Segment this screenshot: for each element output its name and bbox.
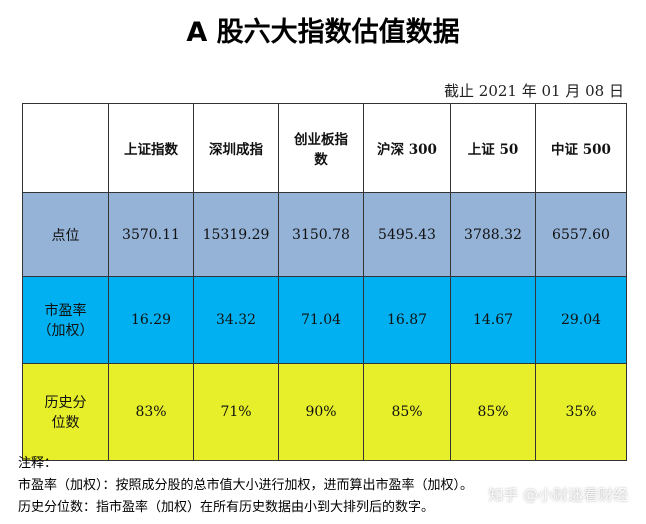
row-label: 历史分 位数 — [22, 363, 109, 461]
column-header: 上证 50 — [450, 103, 536, 193]
data-row: 点位 3570.11 15319.29 3150.78 5495.43 3788.32 65… — [22, 192, 627, 277]
cell: 16.29 — [108, 276, 194, 364]
header-row: 上证指数 深圳成指 创业板指 数沪深 300 上证 50 中证 500 — [22, 103, 627, 193]
column-header: 创业板指 数 — [278, 103, 364, 193]
cell: 5495.43 — [363, 192, 451, 277]
cell: 71.04 — [278, 276, 364, 364]
cell: 29.04 — [535, 276, 627, 364]
cell: 85% — [450, 363, 536, 461]
cell: 85% — [363, 363, 451, 461]
cell: 14.67 — [450, 276, 536, 364]
cell: 35% — [535, 363, 627, 461]
row-label: 点位 — [22, 192, 109, 277]
column-header: 中证 500 — [535, 103, 627, 193]
data-row: 历史分 位数 83% 71% 90% 85% 85% 35% — [22, 363, 627, 461]
cell: 3788.32 — [450, 192, 536, 277]
note-line: 市盈率（加权）：按照成分股的总市值大小进行加权，进而算出市盈率（加权）。 — [18, 478, 474, 493]
column-header: 沪深 300 — [363, 103, 451, 193]
watermark: 知乎 @小财迷看财经 — [488, 486, 628, 504]
date: 截止 2021 年 01 月 08 日 — [444, 82, 624, 100]
notes-heading: 注释： — [18, 456, 58, 471]
row-label: 市盈率 （加权） — [22, 276, 109, 364]
cell: 3150.78 — [278, 192, 364, 277]
cell: 6557.60 — [535, 192, 627, 277]
cell: 71% — [193, 363, 279, 461]
cell: 90% — [278, 363, 364, 461]
cell: 16.87 — [363, 276, 451, 364]
title: A 股六大指数估值数据 — [186, 17, 460, 48]
cell: 15319.29 — [193, 192, 279, 277]
column-header: 上证指数 — [108, 103, 194, 193]
cell: 34.32 — [193, 276, 279, 364]
note-line: 历史分位数：指市盈率（加权）在所有历史数据由小到大排列后的数字。 — [18, 500, 435, 515]
cell: 83% — [108, 363, 194, 461]
valuation-table: 上证指数 深圳成指 创业板指 数沪深 300 上证 50 中证 500 点位 3570.11… — [22, 103, 627, 461]
data-row: 市盈率 （加权） 16.29 34.32 71.04 16.87 14.67 29.04 — [22, 276, 627, 364]
column-header: 深圳成指 — [193, 103, 279, 193]
cell: 3570.11 — [108, 192, 194, 277]
corner-cell — [22, 103, 109, 193]
